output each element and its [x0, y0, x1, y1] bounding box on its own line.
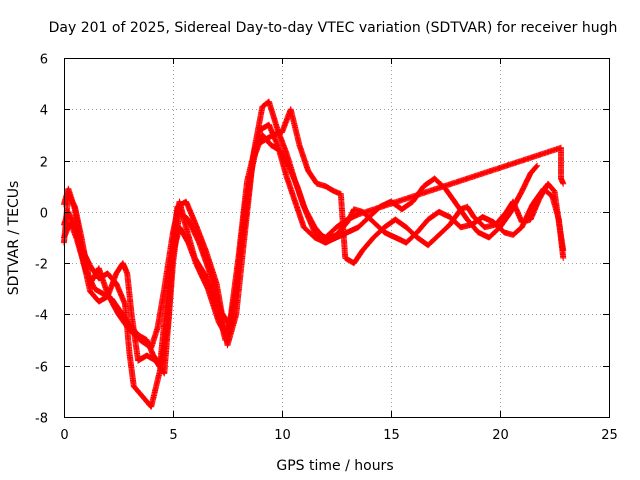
- x-tick-label: 0: [60, 428, 68, 443]
- y-tick-label: -2: [35, 258, 48, 273]
- y-tick-label: 2: [40, 156, 48, 171]
- axis-ticks: 0 5 10 15 20 25 -8 -6 -4 -2 0 2 4 6: [35, 53, 618, 444]
- series-markers: [61, 131, 567, 369]
- y-axis-label: SDTVAR / TECUs: [6, 181, 22, 296]
- x-axis-label: GPS time / hours: [276, 458, 393, 474]
- y-tick-label: 4: [40, 104, 48, 119]
- data-marks: [61, 98, 567, 410]
- grid-lines: [64, 58, 609, 417]
- chart-title: Day 201 of 2025, Sidereal Day-to-day VTE…: [49, 20, 618, 36]
- y-tick-label: 0: [40, 207, 48, 222]
- series-track-2: [61, 98, 567, 410]
- x-tick-label: 20: [492, 428, 509, 443]
- x-tick-label: 25: [601, 428, 618, 443]
- y-tick-label: -6: [35, 361, 48, 376]
- series-markers: [61, 98, 567, 410]
- x-tick-label: 10: [274, 428, 291, 443]
- y-tick-label: -4: [35, 309, 48, 324]
- x-tick-label: 5: [169, 428, 177, 443]
- x-tick-label: 15: [383, 428, 400, 443]
- y-tick-label: 6: [40, 53, 48, 68]
- series-track-4: [61, 131, 567, 369]
- plot-frame: [64, 58, 610, 418]
- y-tick-label: -8: [35, 412, 48, 427]
